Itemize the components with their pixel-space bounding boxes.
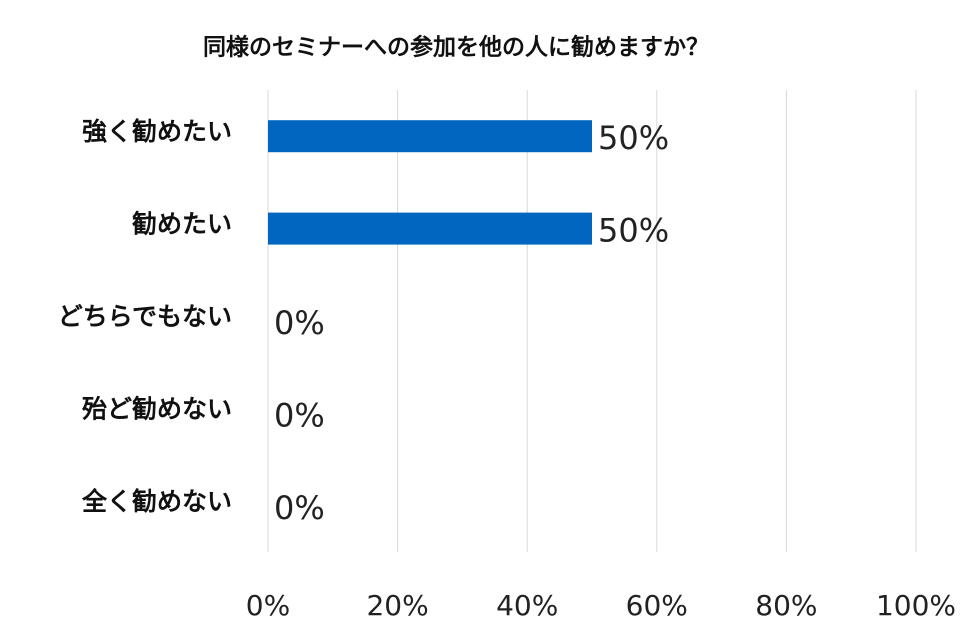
value-label: 0% (274, 396, 325, 434)
value-label: 0% (274, 489, 325, 527)
y-tick-label: 勧めたい (132, 210, 232, 239)
y-tick-label: どちらでもない (58, 302, 232, 331)
y-tick-label: 強く勧めたい (82, 117, 232, 146)
y-tick-label: 殆ど勧めない (82, 394, 232, 423)
chart-title: 同様のセミナーへの参加を他の人に勧めますか？ (203, 34, 709, 61)
bar (268, 120, 592, 153)
x-tick-label: 60% (626, 589, 688, 622)
x-tick-label: 20% (366, 589, 428, 622)
x-tick-label: 0% (246, 589, 290, 622)
x-tick-label: 80% (755, 589, 817, 622)
bar (268, 212, 592, 245)
x-tick-label: 100% (876, 589, 956, 622)
value-label: 0% (274, 304, 325, 342)
value-label: 50% (598, 212, 669, 250)
y-tick-label: 全く勧めない (81, 487, 232, 516)
x-tick-label: 40% (496, 589, 558, 622)
value-label: 50% (598, 119, 669, 157)
